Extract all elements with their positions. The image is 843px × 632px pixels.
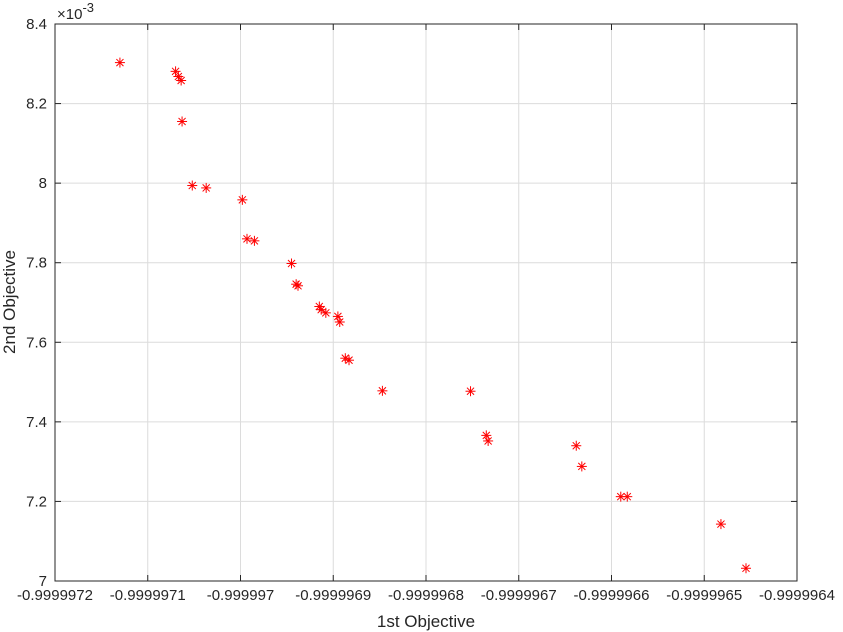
- data-point: [740, 563, 751, 574]
- tick-labels: -0.9999972 -0.9999971 -0.999997 -0.9999969-…: [17, 16, 835, 604]
- data-point: [114, 57, 125, 68]
- data-point: [622, 491, 633, 502]
- data-point: [344, 355, 355, 366]
- data-point: [170, 66, 181, 77]
- x-tick-label: -0.9999965: [666, 587, 742, 604]
- x-tick-label: -0.9999969: [295, 587, 371, 604]
- plot-area: [54, 23, 798, 582]
- data-point: [483, 435, 494, 446]
- data-point: [237, 194, 248, 205]
- x-axis-label: 1st Objective: [377, 612, 475, 631]
- svg-text:×10-3: ×10-3: [57, 0, 94, 23]
- data-point: [187, 180, 198, 191]
- x-tick-label: -0.9999972: [17, 587, 93, 604]
- data-point: [576, 461, 587, 472]
- data-point: [286, 258, 297, 269]
- data-point: [201, 182, 212, 193]
- x-tick-label: -0.9999967: [481, 587, 557, 604]
- exponent-base: 10: [66, 6, 83, 23]
- y-tick-label: 8.4: [26, 16, 47, 33]
- x-tick-label: -0.9999966: [574, 587, 650, 604]
- data-point: [465, 386, 476, 397]
- x-tick-label: -0.9999971: [110, 587, 186, 604]
- exponent-times-sign: ×: [57, 6, 66, 23]
- data-point: [715, 519, 726, 530]
- y-tick-label: 7.2: [26, 493, 47, 510]
- exponent-power: -3: [82, 0, 94, 15]
- data-point: [320, 307, 331, 318]
- data-point: [241, 233, 252, 244]
- y-tick-label: 7.6: [26, 334, 47, 351]
- data-point: [316, 304, 327, 315]
- data-points: [114, 57, 751, 574]
- y-tick-label: 7.8: [26, 255, 47, 272]
- data-point: [293, 280, 304, 291]
- grid: [55, 24, 797, 581]
- y-tick-label: 7.4: [26, 414, 47, 431]
- data-point: [334, 316, 345, 327]
- data-point: [571, 440, 582, 451]
- y-axis-exponent: ×10-3: [57, 0, 94, 23]
- data-point: [249, 235, 260, 246]
- data-point: [377, 385, 388, 396]
- x-tick-label: -0.9999968: [388, 587, 464, 604]
- data-point: [177, 116, 188, 127]
- y-axis-label: 2nd Objective: [0, 250, 19, 354]
- data-point: [173, 71, 184, 82]
- y-tick-label: 8.2: [26, 96, 47, 113]
- data-point: [615, 491, 626, 502]
- y-tick-label: 7: [39, 573, 47, 590]
- data-point: [176, 75, 187, 86]
- y-tick-label: 8: [39, 175, 47, 192]
- x-tick-label: -0.9999964: [759, 587, 835, 604]
- x-tick-label: -0.999997: [207, 587, 275, 604]
